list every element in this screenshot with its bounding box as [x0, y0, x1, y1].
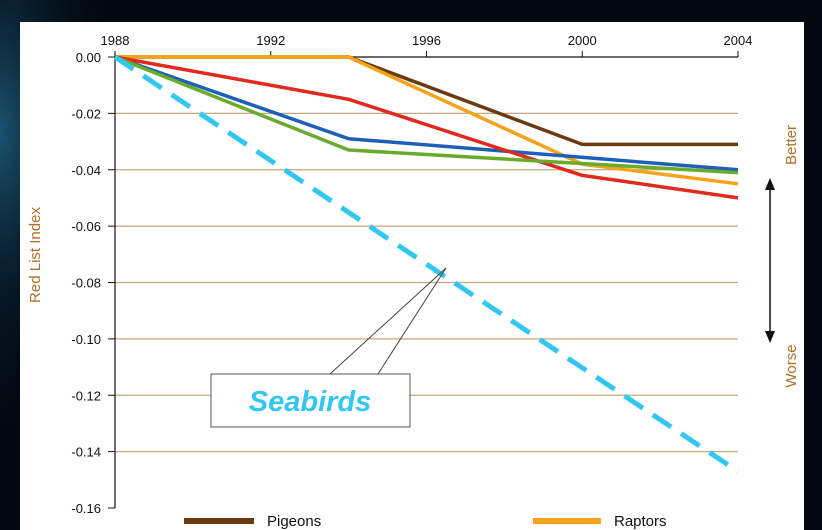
series-line-seabirds — [113, 54, 740, 474]
y-tick-label: -0.12 — [71, 388, 101, 403]
y-tick-label: -0.04 — [71, 163, 101, 178]
x-tick-label: 1992 — [256, 33, 285, 48]
y-tick-label: -0.08 — [71, 276, 101, 291]
x-tick-label: 2004 — [724, 33, 753, 48]
x-tick-label: 1996 — [412, 33, 441, 48]
y-tick-label: -0.16 — [71, 501, 101, 516]
y-tick-label: 0.00 — [76, 50, 101, 65]
seabirds-label-box — [210, 373, 411, 428]
x-tick-label: 1988 — [101, 33, 130, 48]
seabirds-callout-line-left — [329, 267, 447, 375]
y-tick-label: -0.10 — [71, 332, 101, 347]
y-tick-label: -0.06 — [71, 219, 101, 234]
series-line-series-2 — [114, 55, 739, 172]
legend-label-raptors: Raptors — [614, 513, 667, 530]
worse-label: Worse — [783, 344, 800, 387]
y-tick-label: -0.14 — [71, 445, 101, 460]
better-label: Better — [783, 125, 800, 165]
better-arrowhead-icon — [765, 178, 775, 190]
worse-arrowhead-icon — [765, 331, 775, 343]
series-line-series-3 — [114, 55, 739, 200]
legend-label-pigeons: Pigeons — [267, 513, 321, 530]
y-tick-label: -0.02 — [71, 106, 101, 121]
seabirds-callout-line-right — [377, 267, 447, 375]
series-line-series-4 — [114, 55, 739, 175]
series-line-raptors — [115, 55, 739, 186]
seabirds-label: Seabirds — [249, 386, 372, 418]
x-tick-label: 2000 — [568, 33, 597, 48]
plot-area — [20, 22, 804, 530]
y-axis-label: Red List Index — [27, 207, 44, 303]
